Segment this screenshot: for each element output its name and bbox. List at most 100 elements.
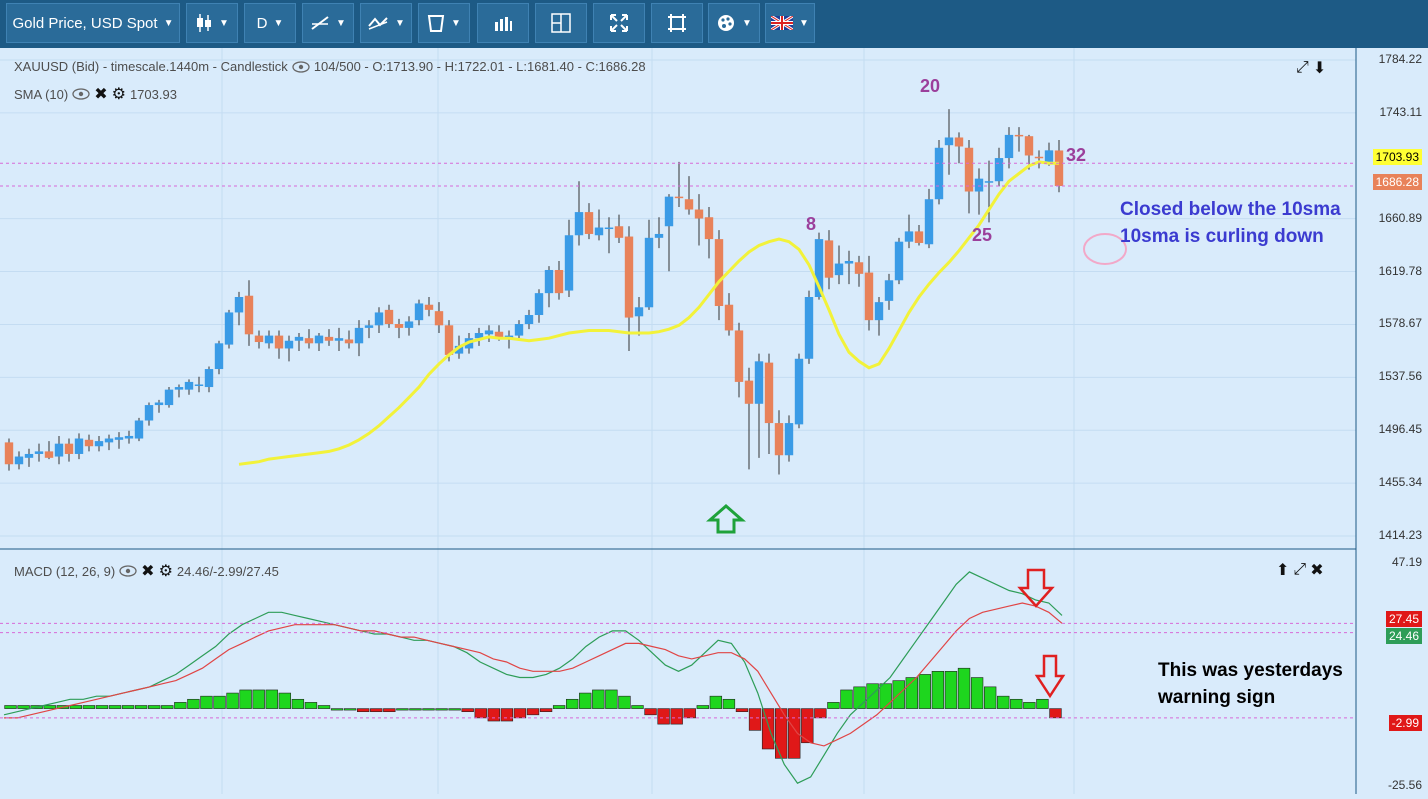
close-icon[interactable]: ✖ (94, 86, 108, 103)
close-icon[interactable]: ✖ (1310, 562, 1324, 579)
histogram-bar (552, 705, 566, 709)
candle (84, 434, 94, 452)
candle (264, 330, 274, 349)
histogram-bar (539, 708, 553, 713)
histogram-bar (748, 708, 762, 731)
symbol-selector[interactable]: Gold Price, USD Spot ▼ (6, 3, 180, 43)
bar-chart-icon (495, 17, 512, 31)
histogram-bar (526, 708, 540, 716)
chart-canvas[interactable]: 20 8 25 32 Closed below the 10sma 10sma … (0, 48, 1428, 794)
language-button[interactable]: ▼ (765, 3, 815, 43)
candle (854, 255, 864, 287)
eye-icon[interactable] (292, 60, 310, 73)
price-tick-label: 1660.89 (1378, 210, 1422, 225)
move-up-icon[interactable]: ⬆ (1276, 562, 1290, 579)
timeframe-button[interactable]: D ▼ (244, 3, 296, 43)
histogram-bar (343, 708, 357, 711)
eye-icon[interactable] (72, 88, 90, 100)
histogram-bar (461, 708, 474, 713)
candle (24, 448, 34, 467)
histogram-bar (827, 702, 840, 709)
histogram-bar (213, 695, 226, 709)
candle (524, 309, 534, 330)
histogram-bar (226, 692, 239, 709)
histogram-bar (69, 705, 83, 709)
candle (184, 379, 194, 395)
close-icon[interactable]: ✖ (141, 563, 155, 580)
candle (234, 291, 244, 326)
candle (544, 266, 554, 308)
histogram-bar (252, 689, 265, 709)
histogram-bar (200, 695, 213, 709)
candle (14, 451, 24, 470)
candle (884, 273, 894, 310)
histogram-bar (709, 695, 723, 709)
chart-type-button[interactable]: ▼ (186, 3, 238, 43)
candle (564, 219, 574, 298)
candle (354, 320, 364, 357)
candle (304, 329, 314, 349)
histogram-bar (801, 708, 814, 744)
candle (754, 353, 764, 458)
candle (404, 316, 414, 336)
chevron-down-icon: ▼ (395, 17, 405, 29)
price-tick-label: 1619.78 (1378, 263, 1422, 278)
candle (224, 309, 234, 349)
candle (934, 140, 944, 205)
count-label-8: 8 (806, 214, 816, 234)
histogram-bar (957, 667, 971, 709)
gear-icon[interactable]: ⚙ (158, 563, 173, 580)
price-tick-label: 1784.22 (1378, 52, 1422, 66)
move-down-icon[interactable]: ⬇ (1312, 60, 1327, 77)
color-theme-button[interactable]: ▼ (708, 3, 760, 43)
fit-button[interactable] (651, 3, 703, 43)
candle (764, 353, 774, 454)
candle (114, 432, 124, 449)
delete-button[interactable]: ▼ (418, 3, 470, 43)
chart-background (0, 48, 1428, 794)
gear-icon[interactable]: ⚙ (111, 86, 126, 103)
uk-flag-icon (771, 16, 794, 30)
indicators-button[interactable]: ▼ (360, 3, 412, 43)
candle (554, 260, 564, 300)
candle (1054, 140, 1064, 193)
candle (894, 237, 904, 285)
histogram-bar (121, 705, 135, 709)
chevron-down-icon: ▼ (799, 17, 809, 29)
candle (104, 434, 114, 451)
signal-line (4, 602, 1063, 747)
histogram-bar (592, 689, 605, 709)
price-tick-label: 1455.34 (1378, 475, 1422, 490)
histogram-bar (905, 677, 918, 709)
crosshair-icon (551, 13, 571, 33)
histogram-bar (566, 698, 579, 709)
candle (1014, 127, 1024, 152)
histogram-bar (474, 708, 487, 719)
histogram-bar (618, 695, 631, 709)
crosshair-button[interactable] (535, 3, 587, 43)
histogram-bar (174, 702, 187, 709)
candle (944, 109, 954, 175)
drawing-tools-button[interactable]: ▼ (302, 3, 354, 43)
chart-area[interactable]: 20 8 25 32 Closed below the 10sma 10sma … (0, 48, 1428, 794)
histogram-bar (487, 708, 500, 722)
expand-icon[interactable]: ⤢ (1293, 561, 1307, 578)
warning-line-2: warning sign (1157, 687, 1275, 708)
histogram-bar (239, 689, 252, 709)
histogram-bar (422, 708, 435, 711)
histogram-bar (1010, 698, 1023, 709)
grid-lines (0, 48, 1356, 794)
candle (954, 132, 964, 164)
candle (214, 340, 224, 375)
expand-icon[interactable]: ⤢ (1296, 59, 1309, 76)
fullscreen-button[interactable] (593, 3, 645, 43)
candle (774, 410, 784, 475)
candle (634, 297, 644, 336)
candle (864, 255, 874, 331)
warning-line-1: This was yesterdays (1158, 660, 1343, 681)
histogram-bar (879, 683, 892, 709)
candle (704, 206, 714, 259)
volume-button[interactable] (477, 3, 529, 43)
eye-icon[interactable] (119, 565, 137, 577)
candle (144, 402, 154, 426)
